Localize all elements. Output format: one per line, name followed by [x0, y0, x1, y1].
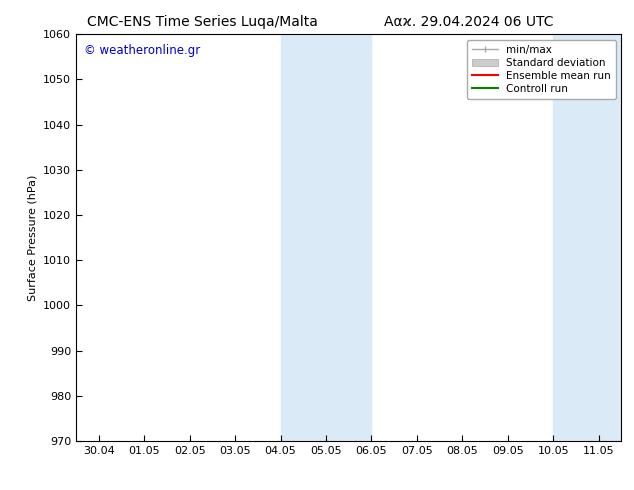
Y-axis label: Surface Pressure (hPa): Surface Pressure (hPa): [27, 174, 37, 301]
Text: CMC-ENS Time Series Luqa/Malta: CMC-ENS Time Series Luqa/Malta: [87, 15, 318, 29]
Bar: [553, 34, 634, 441]
Legend: min/max, Standard deviation, Ensemble mean run, Controll run: min/max, Standard deviation, Ensemble me…: [467, 40, 616, 99]
Text: © weatheronline.gr: © weatheronline.gr: [84, 45, 200, 57]
Bar: [280, 34, 372, 441]
Text: Ααϰ. 29.04.2024 06 UTC: Ααϰ. 29.04.2024 06 UTC: [384, 15, 554, 29]
